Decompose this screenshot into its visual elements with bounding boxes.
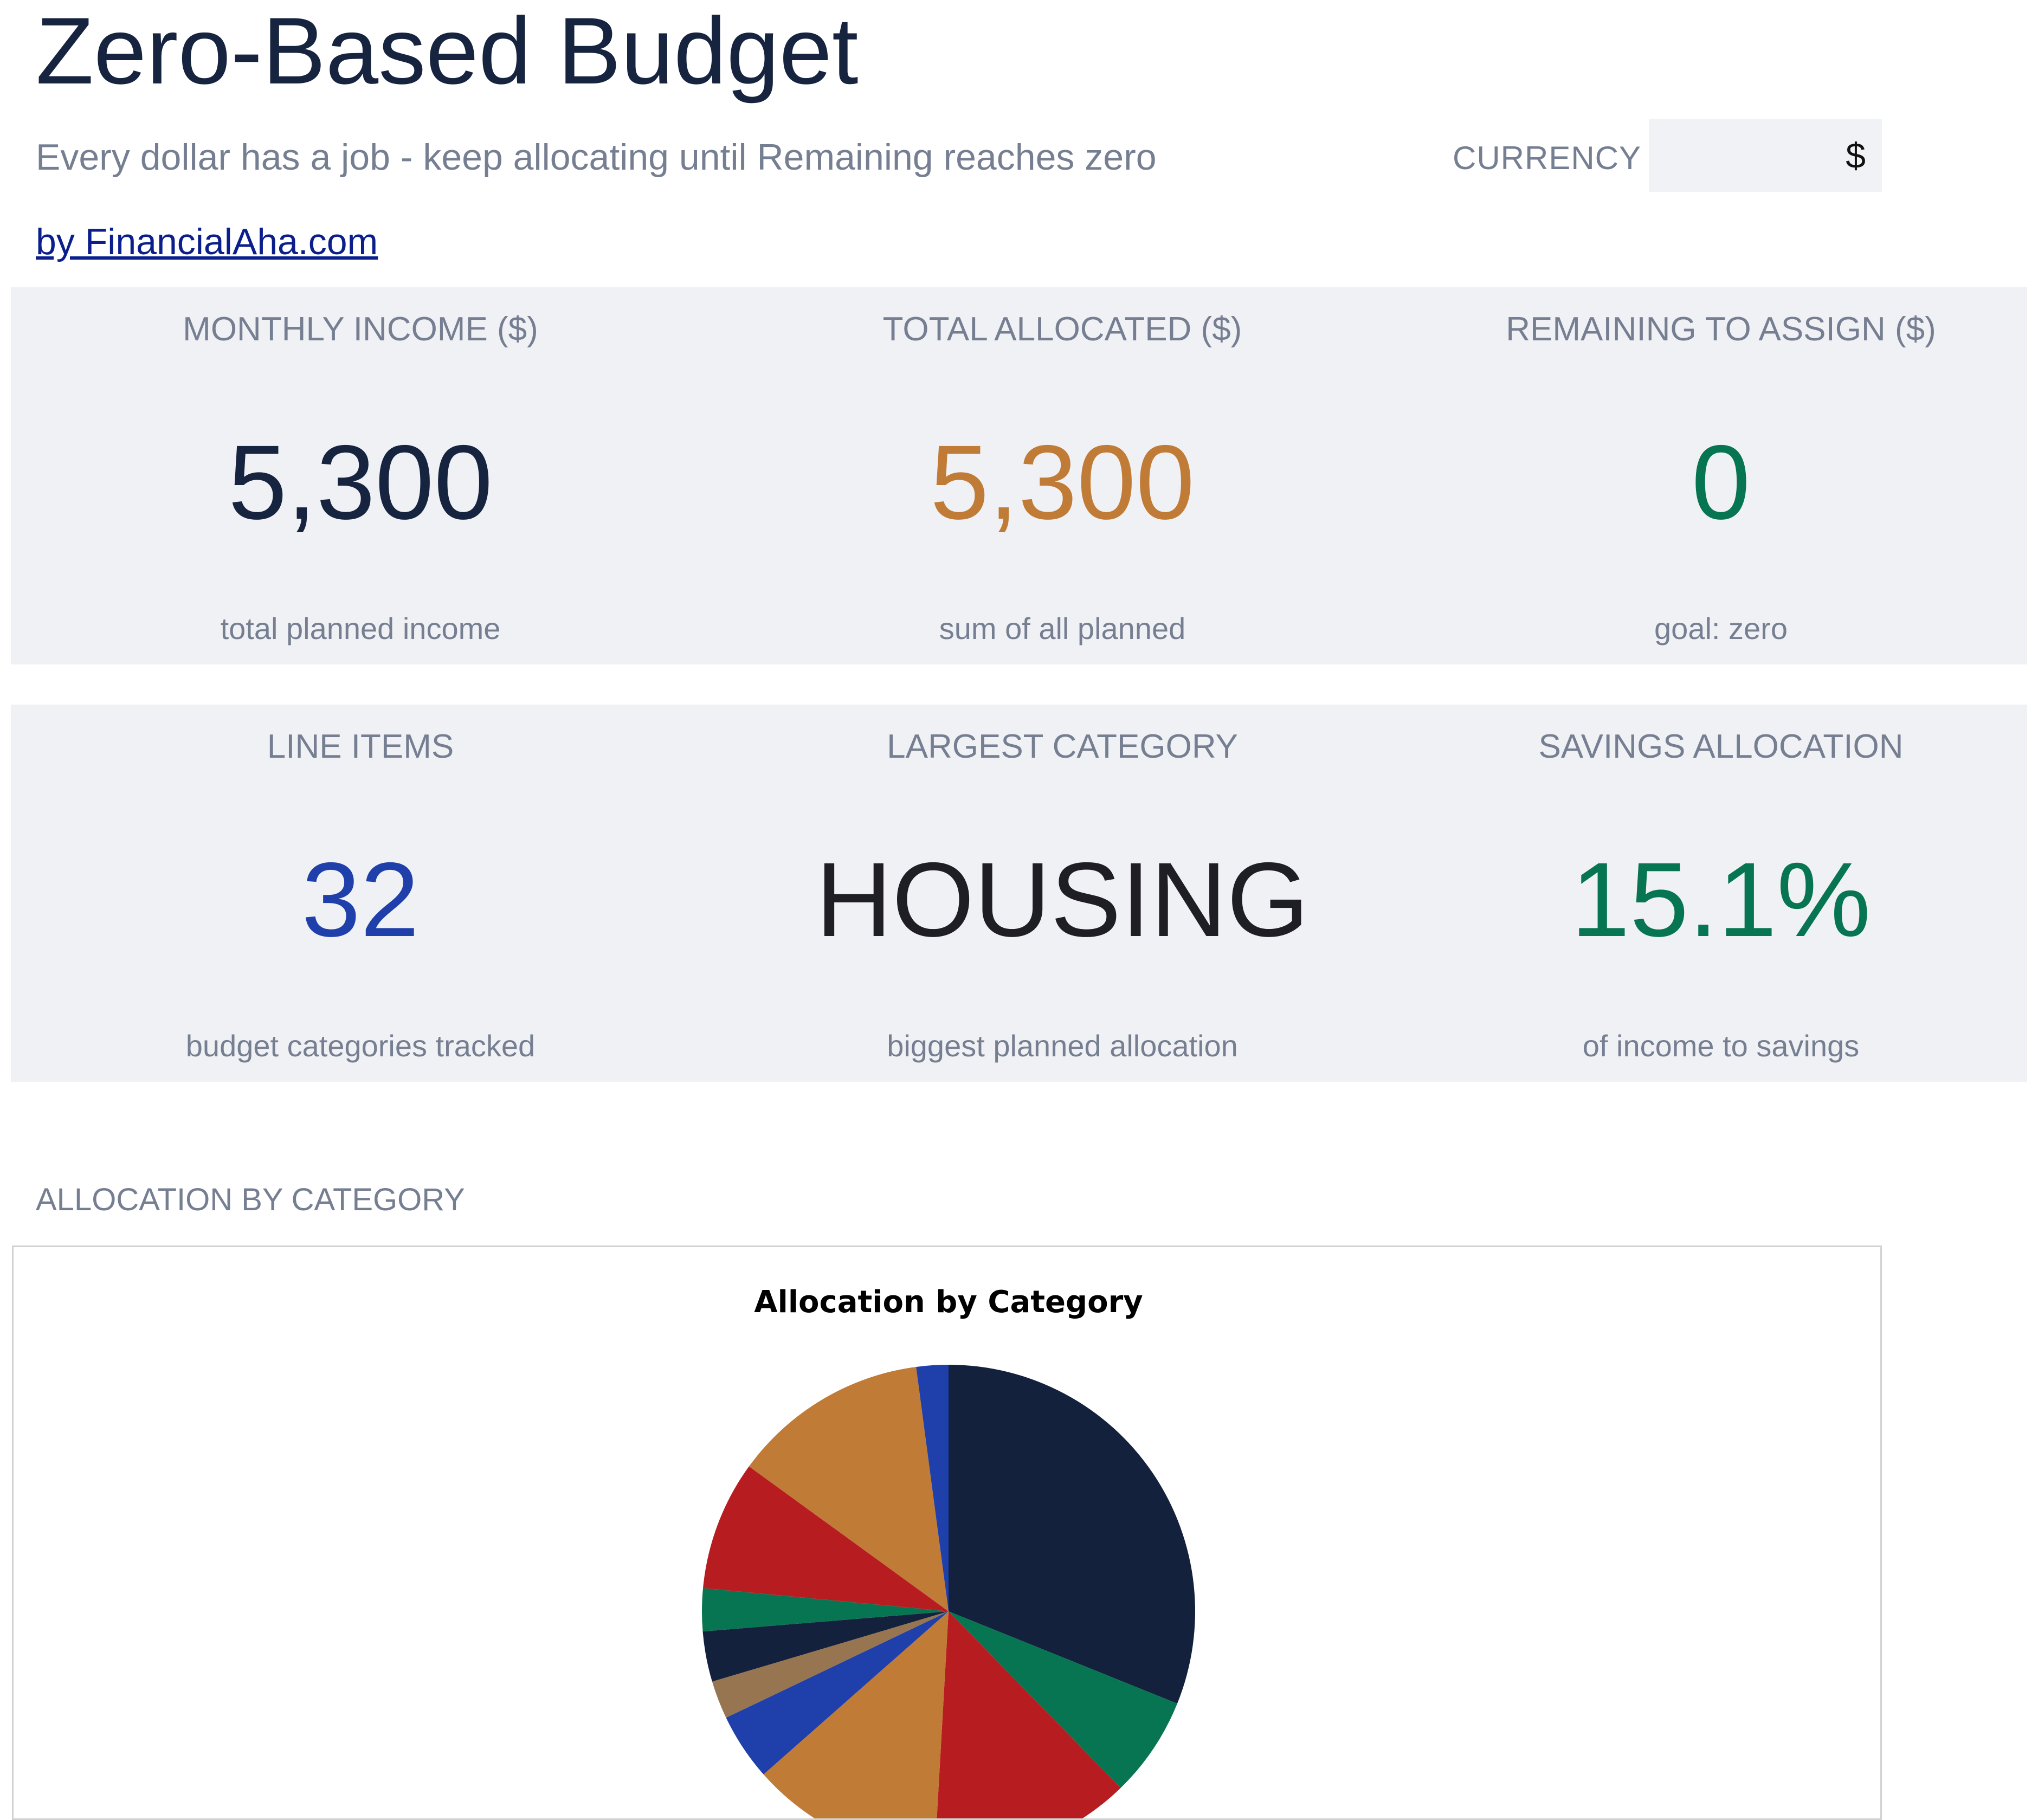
pie-slice-1[interactable]	[949, 1365, 1196, 1704]
kpi-band-secondary: LINE ITEMS 32 budget categories tracked …	[11, 705, 2027, 1082]
kpi-value-total-allocated: 5,300	[930, 423, 1195, 541]
page-subtitle: Every dollar has a job - keep allocating…	[36, 137, 1157, 178]
kpi-label: LARGEST CATEGORY	[887, 728, 1238, 765]
kpi-band-primary: MONTHLY INCOME ($) 5,300 total planned i…	[11, 287, 2027, 664]
kpi-caption: goal: zero	[1654, 611, 1788, 646]
kpi-card-line-items: LINE ITEMS 32 budget categories tracked	[11, 705, 710, 1082]
kpi-value-remaining: 0	[1691, 423, 1751, 541]
pie-slice-6[interactable]	[712, 1611, 949, 1718]
allocation-chart[interactable]: Allocation by Category	[12, 1245, 1882, 1820]
pie-slice-5[interactable]	[726, 1611, 949, 1774]
kpi-card-largest-category: LARGEST CATEGORY HOUSING biggest planned…	[710, 705, 1415, 1082]
currency-label: CURRENCY	[1453, 140, 1642, 176]
pie-chart	[702, 1365, 1196, 1820]
pie-slice-2[interactable]	[949, 1611, 1177, 1788]
currency-input[interactable]: $	[1649, 119, 1882, 192]
kpi-label: MONTHLY INCOME ($)	[183, 311, 538, 348]
kpi-label: LINE ITEMS	[267, 728, 454, 765]
kpi-caption: of income to savings	[1582, 1029, 1860, 1063]
pie-slice-11[interactable]	[916, 1365, 949, 1611]
credit-link[interactable]: by FinancialAha.com	[36, 221, 378, 262]
kpi-caption: sum of all planned	[939, 611, 1186, 646]
kpi-card-savings-allocation: SAVINGS ALLOCATION 15.1% of income to sa…	[1415, 705, 2027, 1082]
currency-value: $	[1846, 135, 1866, 176]
chart-title: Allocation by Category	[754, 1285, 1143, 1320]
kpi-value-line-items: 32	[301, 841, 420, 959]
kpi-value-savings-allocation: 15.1%	[1571, 841, 1871, 959]
kpi-value-monthly-income: 5,300	[228, 423, 493, 541]
kpi-card-total-allocated: TOTAL ALLOCATED ($) 5,300 sum of all pla…	[710, 287, 1415, 664]
kpi-label: SAVINGS ALLOCATION	[1538, 728, 1904, 765]
kpi-value-largest-category: HOUSING	[815, 841, 1310, 959]
kpi-caption: total planned income	[220, 611, 501, 646]
kpi-card-monthly-income: MONTHLY INCOME ($) 5,300 total planned i…	[11, 287, 710, 664]
pie-slice-7[interactable]	[702, 1611, 949, 1682]
kpi-card-remaining-to-assign: REMAINING TO ASSIGN ($) 0 goal: zero	[1415, 287, 2027, 664]
kpi-caption: biggest planned allocation	[887, 1029, 1238, 1063]
pie-slice-4[interactable]	[763, 1611, 949, 1820]
kpi-label: REMAINING TO ASSIGN ($)	[1506, 311, 1936, 348]
pie-slice-10[interactable]	[749, 1366, 949, 1611]
pie-slice-9[interactable]	[703, 1466, 949, 1611]
page-title: Zero-Based Budget	[36, 0, 859, 104]
pie-slice-8[interactable]	[702, 1588, 949, 1632]
kpi-caption: budget categories tracked	[185, 1029, 536, 1063]
pie-slice-3[interactable]	[934, 1611, 1121, 1820]
kpi-label: TOTAL ALLOCATED ($)	[882, 311, 1242, 348]
section-heading-allocation: ALLOCATION BY CATEGORY	[36, 1182, 465, 1217]
